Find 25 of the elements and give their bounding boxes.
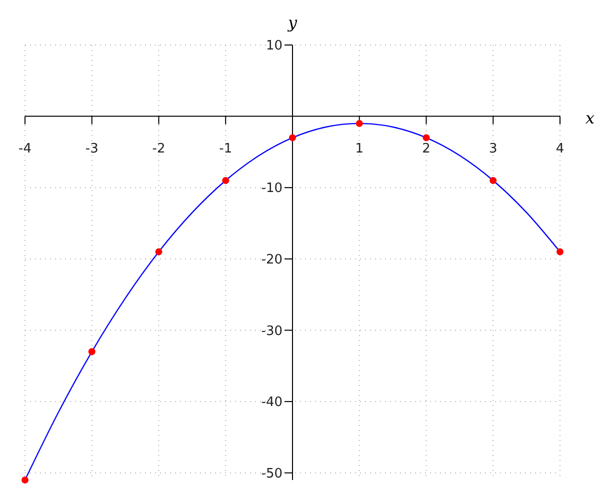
x-tick-label: 3 [488,141,498,156]
x-tick-label: -1 [219,141,232,156]
y-tick-label: 10 [266,38,282,54]
x-axis-title: x [585,108,595,128]
x-tick-label: 2 [422,141,430,156]
point [490,176,497,184]
y-tick-label: -30 [261,324,282,339]
point [22,476,28,484]
x-tick-label: 4 [556,141,564,156]
y-axis-title: y [286,13,298,32]
x-tick-label: 1 [355,141,364,156]
x-tick-label: -4 [18,141,32,156]
point [356,120,363,127]
y-tick-label: -10 [261,181,282,196]
point [222,176,230,184]
x-tick-label: -3 [85,141,98,156]
y-tick-label: -40 [261,395,282,410]
point [155,248,162,256]
point [422,134,430,142]
point [556,248,564,256]
point [289,134,296,142]
y-tick-label: -20 [261,252,282,268]
point [88,348,96,356]
y-tick-label: -50 [261,466,282,482]
x-tick-label: -2 [152,141,166,156]
